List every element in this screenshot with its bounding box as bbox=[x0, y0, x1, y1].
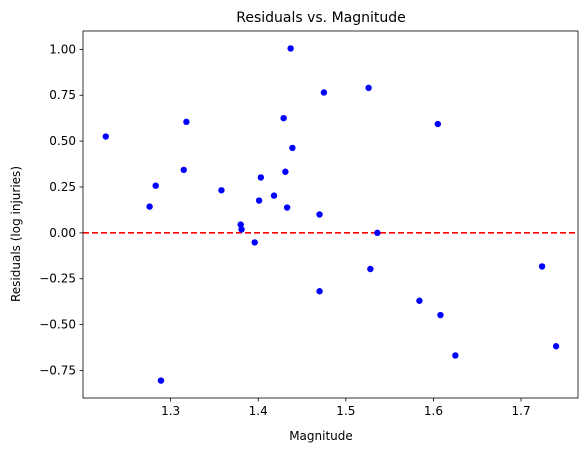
data-point bbox=[280, 114, 287, 122]
x-tick-label: 1.4 bbox=[249, 404, 268, 418]
data-point bbox=[257, 174, 265, 181]
x-tick-label: 1.7 bbox=[512, 404, 531, 418]
data-point bbox=[238, 226, 245, 233]
data-point bbox=[180, 166, 187, 174]
data-point bbox=[374, 229, 381, 237]
data-point bbox=[367, 265, 374, 273]
y-tick-label: −0.50 bbox=[39, 318, 76, 332]
data-point bbox=[452, 352, 459, 359]
data-point bbox=[282, 168, 289, 175]
data-point bbox=[316, 211, 323, 218]
y-tick-label: 0.25 bbox=[49, 180, 76, 194]
data-point bbox=[437, 311, 444, 319]
data-point bbox=[251, 239, 258, 246]
y-axis-label: Residuals (log injuries) bbox=[9, 166, 23, 302]
data-point bbox=[538, 263, 546, 270]
data-point bbox=[102, 133, 109, 140]
data-point bbox=[283, 204, 291, 211]
data-point bbox=[365, 84, 372, 92]
x-tick-label: 1.3 bbox=[161, 404, 180, 418]
y-tick-label: 0.50 bbox=[49, 134, 76, 148]
plot-frame bbox=[82, 30, 579, 399]
chart-title: Residuals vs. Magnitude bbox=[236, 10, 406, 26]
data-point bbox=[183, 118, 190, 126]
data-point bbox=[255, 197, 263, 204]
data-point bbox=[316, 288, 323, 295]
data-point bbox=[270, 192, 278, 199]
data-point bbox=[320, 89, 328, 96]
data-point bbox=[157, 377, 165, 384]
x-axis-label: Magnitude bbox=[289, 429, 353, 443]
plot-area: 1.3 1.4 1.5 1.6 1.7 −0.75 −0.50 −0.25 0.00 0.25 0.… bbox=[39, 30, 579, 418]
y-tick-label: 0.75 bbox=[49, 88, 76, 102]
x-tick-label: 1.5 bbox=[336, 404, 355, 418]
data-point bbox=[287, 45, 294, 52]
data-point bbox=[152, 182, 159, 189]
y-tick-label: −0.25 bbox=[39, 272, 76, 286]
x-tick-label: 1.6 bbox=[424, 404, 443, 418]
data-point bbox=[146, 203, 153, 210]
data-point bbox=[237, 221, 244, 228]
y-tick-label: −0.75 bbox=[39, 363, 76, 377]
data-point bbox=[434, 120, 442, 128]
data-point bbox=[552, 343, 560, 350]
data-point bbox=[289, 144, 296, 152]
y-tick-label: 1.00 bbox=[49, 42, 76, 56]
data-point bbox=[218, 187, 225, 194]
y-tick-label: 0.00 bbox=[49, 226, 76, 240]
data-point bbox=[416, 297, 423, 304]
